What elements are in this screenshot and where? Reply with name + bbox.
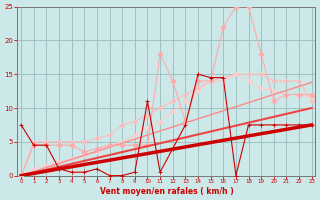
X-axis label: Vent moyen/en rafales ( km/h ): Vent moyen/en rafales ( km/h )	[100, 187, 233, 196]
